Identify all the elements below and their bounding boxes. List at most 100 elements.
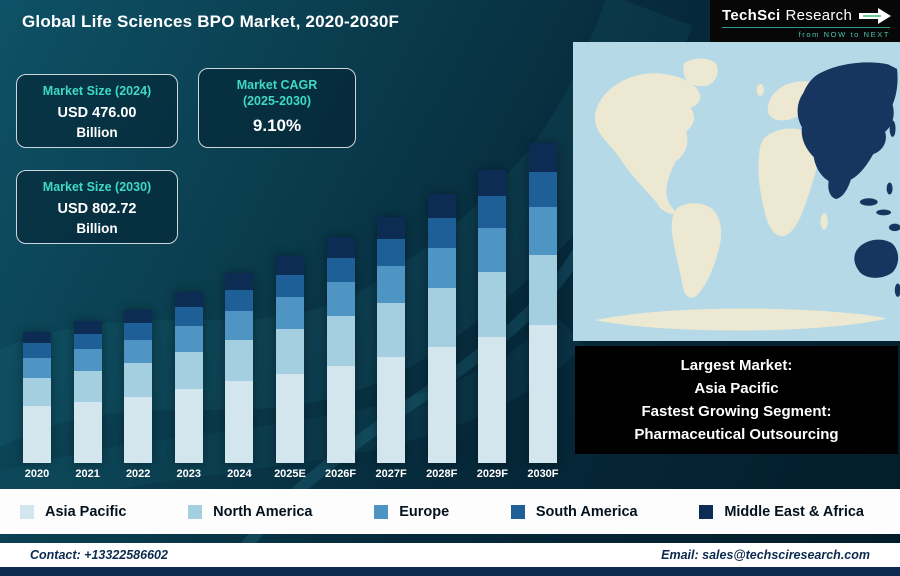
bar-stack-2028f [427,194,456,463]
bar-stack-2027f [377,216,406,463]
bar-column-2028f: 2028F [419,194,465,480]
bar-segment-2023-middle-east-africa [174,291,203,308]
stat-value: 9.10% [252,116,302,136]
stat-market-cagr: Market CAGR (2025-2030) 9.10% [198,68,356,148]
legend-label-south-america: South America [535,503,638,520]
bar-stack-2024 [225,273,254,463]
legend-swatch-europe [374,504,389,519]
bar-segment-2030f-asia-pacific [528,325,557,463]
x-axis-label-2027f: 2027F [375,468,407,480]
bar-segment-2022-middle-east-africa [124,309,153,324]
bar-segment-2022-north-america [124,363,153,397]
continent-south-america [671,203,722,298]
highlight-line-largest-market-value: Asia Pacific [694,379,779,397]
highlight-line-fastest-segment: Fastest Growing Segment: [641,403,832,420]
highlight-line-largest-market: Largest Market: [680,356,793,374]
legend-swatch-asia-pacific [20,504,34,519]
bar-segment-2028f-south-america [427,218,456,248]
stat-label: Market CAGR [236,78,318,92]
bar-column-2022: 2022 [115,309,161,480]
bar-stack-2030f [528,143,557,463]
continent-antarctica [595,308,887,331]
bar-column-2024: 2024 [216,273,262,480]
continent-africa [758,128,821,237]
legend-swatch-south-america [510,504,525,519]
bar-segment-2027f-north-america [377,302,406,357]
bar-column-2029f: 2029F [469,169,515,480]
island-madagascar [820,213,828,230]
stat-unit: Billion [76,124,118,140]
bar-segment-2028f-north-america [427,288,456,348]
stat-value: USD 476.00 [57,104,137,121]
stat-unit: Billion [76,220,118,236]
island-new-zealand [894,283,900,297]
bar-segment-2021-europe [73,349,102,371]
x-axis-label-2020: 2020 [24,468,50,480]
island-japan [889,120,896,137]
x-axis-label-2028f: 2028F [426,468,458,480]
islands-indonesia [876,209,892,216]
x-axis-label-2022: 2022 [125,468,151,480]
bar-segment-2025e-europe [275,297,304,329]
legend-item-asia-pacific: Asia Pacific [20,504,126,520]
bar-stack-2020 [23,331,51,463]
islands-southeast-asia [859,198,878,206]
bar-segment-2029f-south-america [478,196,507,229]
bar-segment-2022-south-america [124,323,153,341]
bar-column-2030f: 2030F [520,143,566,480]
x-axis-label-2023: 2023 [176,468,202,480]
highlight-line-fastest-segment-value: Pharmaceutical Outsourcing [634,426,839,444]
bar-segment-2025e-asia-pacific [275,374,304,463]
bar-segment-2024-middle-east-africa [225,273,254,291]
world-map [573,42,900,341]
bar-segment-2026f-middle-east-africa [326,237,355,258]
bar-segment-2024-north-america [225,339,254,382]
techsci-research-logo: TechSci Research from NOW to NEXT [710,0,900,44]
continent-greenland [683,58,718,87]
stat-sublabel: (2025-2030) [242,93,312,108]
legend-label-middle-east-africa: Middle East & Africa [724,503,864,520]
x-axis-label-2025e: 2025E [274,468,306,480]
legend-swatch-north-america [188,504,203,519]
bar-segment-2021-north-america [73,370,102,402]
bar-segment-2026f-asia-pacific [326,365,355,463]
bar-segment-2023-north-america [174,351,203,390]
bar-stack-2022 [124,309,153,463]
bar-segment-2021-asia-pacific [73,401,102,463]
legend-swatch-middle-east-africa [699,504,714,519]
legend-label-north-america: North America [213,503,313,520]
bar-segment-2028f-middle-east-africa [427,194,456,219]
bar-segment-2020-asia-pacific [23,406,51,463]
logo-arrow-icon [859,7,892,25]
region-australia-highlight [854,239,899,278]
bar-segment-2021-middle-east-africa [73,320,102,334]
footer: Contact: +13322586602 Email: sales@techs… [0,543,900,567]
bar-segment-2027f-middle-east-africa [377,216,406,239]
legend-item-north-america: North America [188,503,313,520]
bar-segment-2020-north-america [23,377,51,407]
bar-column-2021: 2021 [65,320,111,480]
bar-segment-2026f-north-america [326,316,355,366]
bar-segment-2028f-asia-pacific [427,347,456,463]
bar-segment-2030f-north-america [528,255,557,326]
bar-segment-2024-asia-pacific [225,381,254,463]
bar-segment-2029f-asia-pacific [478,336,507,463]
bar-segment-2020-europe [23,357,51,378]
x-axis-label-2029f: 2029F [476,468,508,480]
page-title: Global Life Sciences BPO Market, 2020-20… [22,12,400,31]
bar-column-2026f: 2026F [318,237,364,480]
bar-segment-2023-asia-pacific [174,389,203,463]
bar-segment-2025e-north-america [275,328,304,374]
bar-segment-2022-europe [124,340,153,364]
bar-segment-2026f-europe [326,282,355,317]
logo-tagline: from NOW to NEXT [722,26,890,39]
logo-wordmark: TechSci Research [722,7,892,25]
bar-segment-2021-south-america [73,333,102,350]
x-axis-label-2026f: 2026F [324,468,357,480]
bar-segment-2030f-europe [528,207,557,256]
legend-label-europe: Europe [399,503,450,520]
bar-segment-2027f-europe [377,265,406,303]
x-axis-label-2030f: 2030F [527,468,559,480]
footer-bottom-bar [0,567,900,576]
